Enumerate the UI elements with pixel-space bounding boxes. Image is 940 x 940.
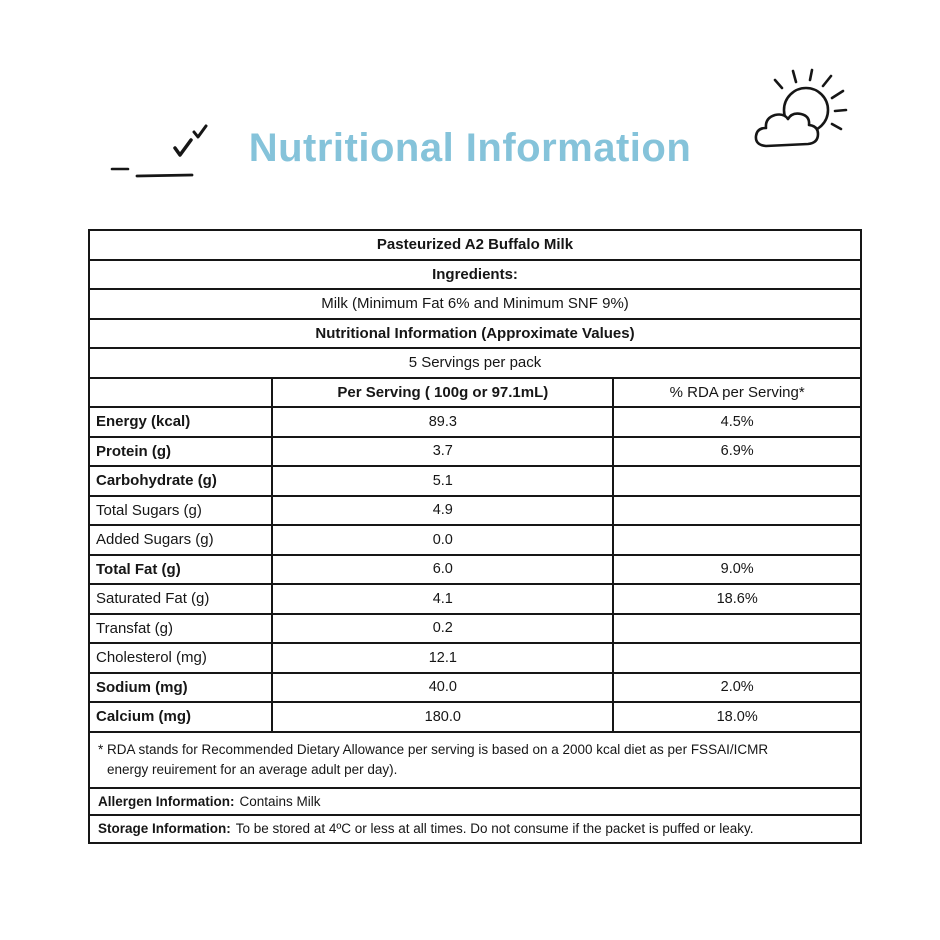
table-row: Cholesterol (mg) 12.1 [88,642,862,674]
rda-footnote-line1: * RDA stands for Recommended Dietary All… [98,741,769,757]
nutrient-label: Total Sugars (g) [96,501,202,519]
nutrient-label: Protein (g) [96,442,171,460]
dash-underline-icon [110,167,194,178]
nutrition-table: Pasteurized A2 Buffalo Milk Ingredients:… [88,229,862,844]
per-serving-column-header: Per Serving ( 100g or 97.1mL) [273,378,615,406]
section-header-row: Nutritional Information (Approximate Val… [88,317,862,349]
rda-value [614,467,860,495]
per-serving-value: 4.1 [273,585,615,613]
per-serving-value: 89.3 [273,408,615,436]
table-row: Total Sugars (g) 4.9 [88,494,862,526]
nutrient-label: Total Fat (g) [96,560,181,578]
per-serving-value: 0.2 [273,614,615,642]
table-row: Added Sugars (g) 0.0 [88,524,862,556]
rda-value: 6.9% [720,443,754,460]
page-title: Nutritional Information [248,126,692,170]
nutrient-label: Carbohydrate (g) [96,472,217,490]
ingredients-value: Milk (Minimum Fat 6% and Minimum SNF 9%) [321,295,629,313]
nutrient-label: Transfat (g) [96,619,173,637]
table-row: Calcium (mg) 180.0 18.0% [88,701,862,733]
rda-value: 2.0% [720,679,754,696]
table-row: Sodium (mg) 40.0 2.0% [88,671,862,703]
empty-header-cell [90,378,274,406]
table-row: Total Fat (g) 6.0 9.0% [88,553,862,585]
servings-text: 5 Servings per pack [408,354,542,372]
per-serving-value: 12.1 [273,644,615,672]
per-serving-value: 0.0 [273,526,615,554]
nutrient-label: Cholesterol (mg) [96,649,207,667]
allergen-info-row: Allergen Information: Contains Milk [88,786,862,816]
sun-cloud-icon [754,68,848,148]
table-row: Carbohydrate (g) 5.1 [88,465,862,497]
servings-row: 5 Servings per pack [88,347,862,379]
ingredients-header-row: Ingredients: [88,258,862,290]
rda-value [614,526,860,554]
storage-info-value: To be stored at 4ºC or less at all times… [235,821,754,837]
rda-value: 18.6% [716,590,758,607]
double-checkmark-icon [173,124,208,157]
rda-footnote-row: * RDA stands for Recommended Dietary All… [88,730,862,789]
nutrient-label: Added Sugars (g) [96,531,214,549]
ingredients-header: Ingredients: [432,265,518,283]
per-serving-value: 6.0 [273,555,615,583]
rda-value: 18.0% [716,708,758,725]
allergen-info-value: Contains Milk [239,793,321,809]
per-serving-value: 4.9 [273,496,615,524]
table-row: Transfat (g) 0.2 [88,612,862,644]
section-header: Nutritional Information (Approximate Val… [315,324,635,342]
allergen-info-label: Allergen Information: [98,793,235,809]
nutrient-label: Energy (kcal) [96,413,191,431]
storage-info-row: Storage Information: To be stored at 4ºC… [88,814,862,844]
rda-value: 9.0% [720,561,754,578]
rda-value [614,615,860,643]
product-name-row: Pasteurized A2 Buffalo Milk [88,229,862,261]
rda-value: 4.5% [720,413,754,430]
product-name: Pasteurized A2 Buffalo Milk [376,236,574,254]
per-serving-value: 180.0 [273,703,615,731]
ingredients-value-row: Milk (Minimum Fat 6% and Minimum SNF 9%) [88,288,862,320]
nutrient-label: Saturated Fat (g) [96,590,210,608]
rda-footnote-line2: energy reuirement for an average adult p… [107,761,398,777]
per-serving-value: 5.1 [273,467,615,495]
rda-column-header: % RDA per Serving* [669,383,805,401]
rda-value [614,497,860,525]
nutrient-label: Sodium (mg) [96,678,188,696]
per-serving-value: 40.0 [273,673,615,701]
storage-info-label: Storage Information: [98,821,231,837]
table-row: Saturated Fat (g) 4.1 18.6% [88,583,862,615]
table-row: Energy (kcal) 89.3 4.5% [88,406,862,438]
per-serving-value: 3.7 [273,437,615,465]
column-header-row: Per Serving ( 100g or 97.1mL) % RDA per … [88,376,862,408]
rda-value [614,644,860,672]
table-row: Protein (g) 3.7 6.9% [88,435,862,467]
nutrient-label: Calcium (mg) [96,708,192,726]
